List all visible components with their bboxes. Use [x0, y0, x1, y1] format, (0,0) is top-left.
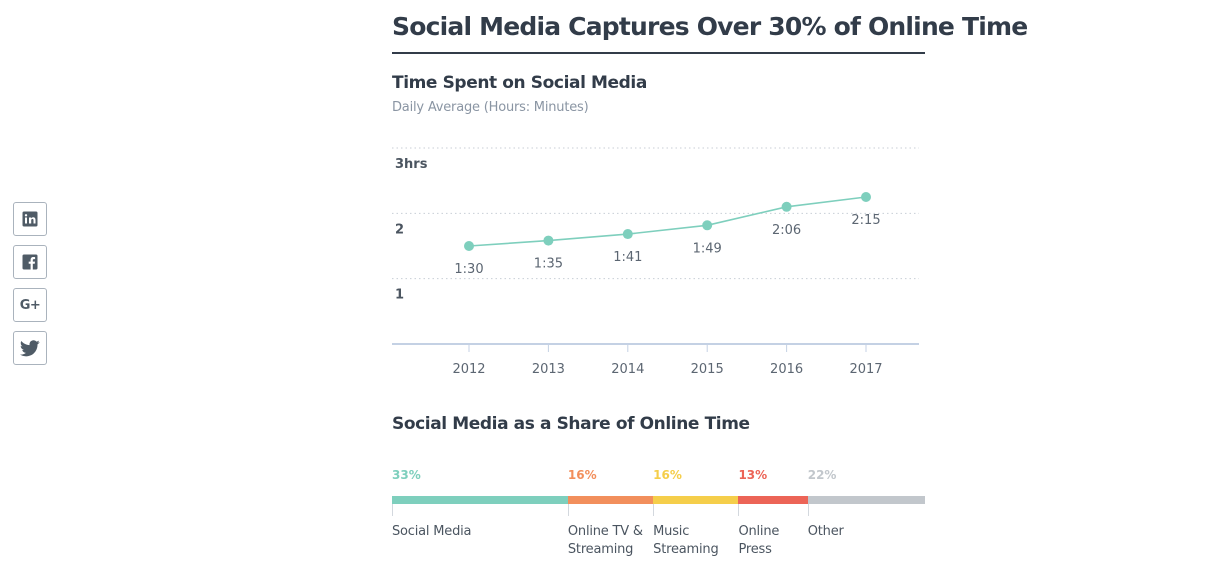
- segment-tick: [567, 504, 569, 516]
- line-chart-subtitle: Daily Average (Hours: Minutes): [392, 100, 589, 115]
- data-point: [861, 192, 871, 202]
- google-plus-share-button[interactable]: G+: [13, 288, 47, 322]
- linkedin-share-button[interactable]: [13, 202, 47, 236]
- google-plus-icon: G+: [19, 297, 41, 313]
- data-label: 1:49: [693, 241, 722, 256]
- facebook-icon: [22, 254, 38, 270]
- share-stacked-bar-chart: 33% Social Media 16% Online TV & Streaming 1…: [392, 460, 925, 570]
- segment-value-label: 22%: [807, 468, 837, 482]
- segment-category-label: Social Media: [392, 524, 472, 539]
- y-tick-label: 1: [395, 288, 404, 303]
- data-label: 1:30: [454, 262, 483, 277]
- data-point: [622, 229, 633, 240]
- share-sidebar: G+: [13, 202, 49, 374]
- data-label: 1:41: [613, 250, 642, 265]
- bar-segment: [738, 496, 808, 504]
- linkedin-icon: [22, 211, 38, 227]
- data-point: [464, 241, 474, 251]
- data-label: 1:35: [534, 257, 563, 272]
- segment-tick: [392, 504, 393, 516]
- bar-segment: [653, 496, 739, 504]
- facebook-share-button[interactable]: [13, 245, 47, 279]
- segment-tick: [807, 504, 809, 516]
- x-tick-label: 2014: [611, 362, 644, 377]
- x-tick-label: 2013: [532, 362, 565, 377]
- segment-category-label: Other: [807, 524, 844, 539]
- x-tick-label: 2015: [691, 362, 724, 377]
- x-tick-label: 2017: [849, 362, 882, 377]
- x-tick-label: 2016: [770, 362, 803, 377]
- data-point: [543, 235, 554, 246]
- page-title: Social Media Captures Over 30% of Online…: [392, 12, 1028, 41]
- data-label: 2:06: [772, 223, 801, 238]
- line-chart: 1 2 3hrs 2012 2013 2014 2015 2016 2017 1:30 1:35 1:…: [392, 147, 919, 377]
- twitter-share-button[interactable]: [13, 331, 47, 365]
- segment-category-label: Online TV & Streaming: [567, 524, 643, 557]
- bar-segment: [807, 496, 925, 504]
- share-chart-title: Social Media as a Share of Online Time: [392, 414, 750, 434]
- segment-category-label: Music Streaming: [653, 524, 719, 557]
- segment-tick: [738, 504, 740, 516]
- segment-category-label: Online Press: [738, 524, 780, 557]
- data-point: [781, 201, 792, 212]
- bar-segment: [392, 496, 568, 504]
- y-tick-label: 2: [395, 222, 404, 237]
- series-line: [468, 196, 867, 247]
- title-divider: [392, 52, 925, 54]
- segment-value-label: 16%: [653, 468, 682, 482]
- bar-segment: [567, 496, 654, 504]
- segment-value-label: 33%: [392, 468, 421, 482]
- segment-value-label: 16%: [567, 468, 597, 482]
- segment-value-label: 13%: [738, 468, 768, 482]
- line-chart-title: Time Spent on Social Media: [392, 73, 647, 93]
- segment-tick: [653, 504, 655, 516]
- y-tick-label: 3hrs: [395, 157, 428, 172]
- x-tick-label: 2012: [452, 362, 485, 377]
- data-point: [702, 220, 713, 231]
- twitter-icon: [20, 339, 40, 356]
- data-label: 2:15: [851, 213, 880, 228]
